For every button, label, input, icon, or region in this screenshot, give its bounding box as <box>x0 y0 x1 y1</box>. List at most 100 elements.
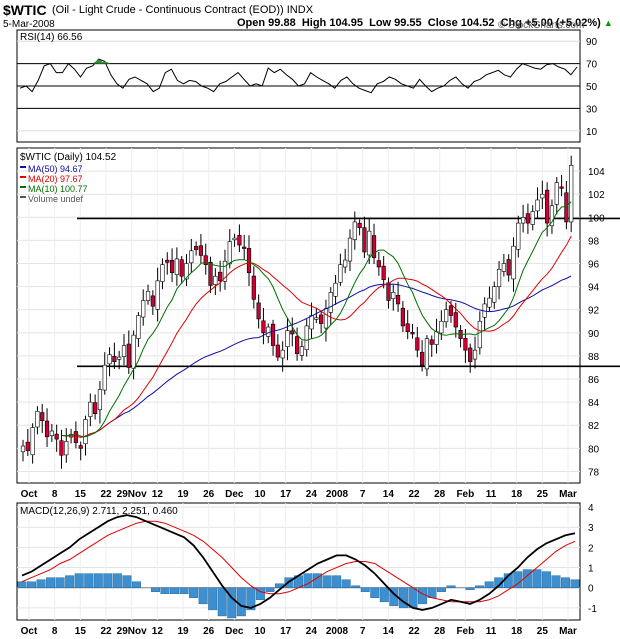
price-tick-label: 78 <box>588 467 600 478</box>
legend-swatch <box>20 196 26 198</box>
stockcharts-logo: © StockCharts.com <box>498 20 585 31</box>
price-x-tick-label: 29Nov <box>117 489 147 500</box>
macd-x-tick-label: 22 <box>100 626 112 637</box>
macd-histogram-bar <box>170 587 180 594</box>
macd-line <box>21 514 576 611</box>
candle-body <box>564 192 569 223</box>
price-tick-label: 82 <box>588 421 600 432</box>
price-tick-label: 94 <box>588 283 600 294</box>
rsi-tick-label: 50 <box>586 82 598 93</box>
candle-body <box>549 205 555 227</box>
macd-title: MACD(12,26,9) 2.711, 2.251, 0.460 <box>20 506 178 517</box>
macd-histogram-bar <box>198 587 208 605</box>
chart-date: 5-Mar-2008 <box>3 19 55 30</box>
candle-body <box>472 349 478 360</box>
candle-body <box>444 309 449 323</box>
open-value: Open 99.88 <box>237 17 296 29</box>
candle-body <box>141 300 146 318</box>
candle-body <box>506 259 511 276</box>
rsi-tick-label: 30 <box>586 104 598 115</box>
macd-histogram-bar <box>151 587 160 592</box>
macd-histogram-bar <box>408 587 418 609</box>
candle-body <box>222 260 228 282</box>
candle-body <box>554 182 559 205</box>
macd-histogram-bar <box>475 585 485 588</box>
candle-body <box>213 275 218 285</box>
macd-histogram-bar <box>351 585 361 588</box>
candle-body <box>371 235 377 259</box>
candle-body <box>266 326 271 337</box>
candle-body <box>194 246 199 250</box>
macd-x-tick-label: 19 <box>177 626 189 637</box>
price-x-tick-label: 11 <box>486 489 497 500</box>
candle-body <box>453 312 458 328</box>
macd-tick-label: 1 <box>588 564 594 575</box>
price-x-tick-label: 28 <box>434 489 446 500</box>
candle-body <box>299 346 305 356</box>
candle-body <box>530 211 535 225</box>
macd-histogram-bar <box>437 587 446 592</box>
candle-body <box>405 323 410 332</box>
macd-x-tick-label: 2008 <box>326 626 349 637</box>
macd-tick-label: 4 <box>588 503 594 514</box>
macd-histogram-bar <box>84 573 94 588</box>
macd-histogram-bar <box>103 573 113 588</box>
candle-body <box>20 445 26 453</box>
price-x-tick-label: 2008 <box>326 489 349 500</box>
candle-body <box>280 349 285 359</box>
rsi-line <box>19 58 578 94</box>
macd-histogram-bar <box>417 587 427 605</box>
candle-body <box>117 356 122 360</box>
candle-body <box>59 440 64 456</box>
candle-body <box>198 245 204 256</box>
macd-histogram-bar <box>265 587 275 592</box>
candle-body <box>501 263 506 272</box>
candle-body <box>155 280 160 310</box>
macd-x-tick-label: 17 <box>280 626 292 637</box>
candle-body <box>189 250 194 264</box>
price-x-tick-label: Feb <box>456 489 474 500</box>
candle-body <box>208 261 213 286</box>
candle-body <box>338 264 343 283</box>
macd-tick-label: 0 <box>588 584 594 595</box>
candle-body <box>242 246 247 249</box>
price-x-tick-label: Dec <box>225 489 244 500</box>
candle-body <box>112 356 117 363</box>
high-value: High 104.95 <box>301 17 363 29</box>
macd-x-tick-label: 24 <box>306 626 318 637</box>
candle-body <box>328 292 333 313</box>
candle-body <box>323 308 329 329</box>
macd-histogram-bar <box>17 581 27 588</box>
price-x-tick-label: 25 <box>537 489 549 500</box>
chart-subtitle: (Oil - Light Crude - Continuous Contract… <box>52 4 314 16</box>
price-x-tick-label: 15 <box>75 489 87 500</box>
macd-histogram-bar <box>131 581 141 588</box>
candle-body <box>44 420 50 438</box>
candle-body <box>285 330 290 348</box>
candle-body <box>314 317 319 320</box>
candle-body <box>496 268 502 288</box>
macd-histogram-bar <box>36 579 46 588</box>
macd-histogram-bar <box>122 575 132 588</box>
candle-body <box>184 263 189 280</box>
macd-histogram-bar <box>560 577 570 588</box>
candle-body <box>439 320 444 334</box>
candle-body <box>492 286 497 303</box>
macd-histogram-bar <box>160 587 170 594</box>
low-value: Low 99.55 <box>369 17 422 29</box>
macd-histogram-bar <box>27 581 37 588</box>
price-x-tick-label: 14 <box>383 489 395 500</box>
macd-histogram-bar <box>255 587 265 601</box>
candle-body <box>121 345 127 357</box>
macd-x-tick-label: 10 <box>254 626 266 637</box>
macd-x-tick-label: 14 <box>383 626 395 637</box>
candle-body <box>40 412 45 421</box>
macd-histogram-bar <box>227 587 237 619</box>
rsi-tick-label: 90 <box>586 37 598 48</box>
legend-swatch <box>20 186 26 188</box>
candle-body <box>256 302 261 320</box>
macd-histogram-bar <box>112 573 122 588</box>
candle-body <box>290 330 295 335</box>
candle-body <box>261 320 266 334</box>
